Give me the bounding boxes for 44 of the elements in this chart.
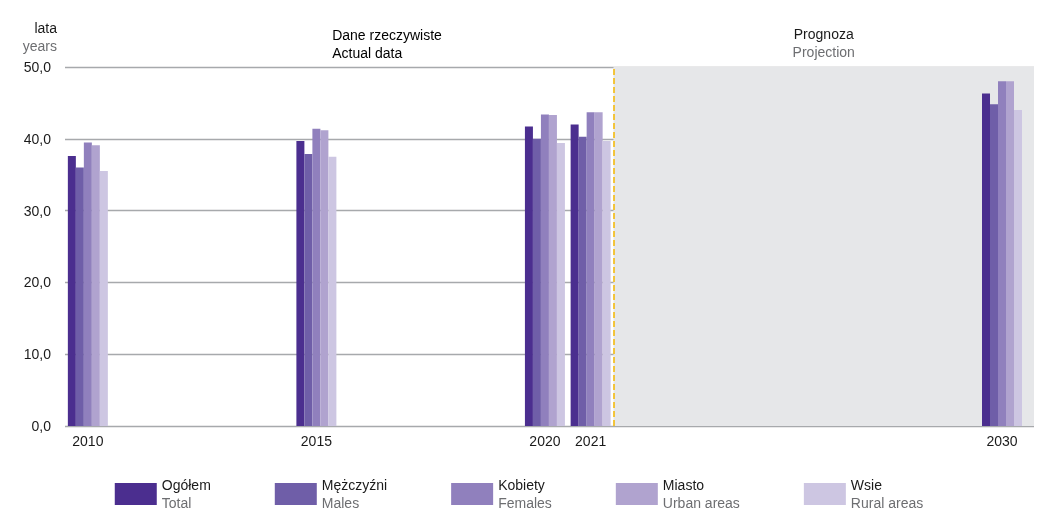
bar bbox=[91, 145, 100, 426]
x-tick-label: 2020 bbox=[529, 433, 561, 449]
legend-label: Kobiety Females bbox=[498, 477, 552, 511]
bar bbox=[328, 156, 337, 426]
band-label: Prognoza Projection bbox=[792, 26, 855, 60]
bar bbox=[1006, 81, 1014, 426]
bar bbox=[990, 104, 998, 426]
bar bbox=[594, 112, 603, 426]
bar bbox=[578, 136, 587, 426]
bar bbox=[304, 153, 313, 426]
legend-label: Miasto Urban areas bbox=[662, 477, 740, 511]
y-tick-label: 0,0 bbox=[31, 418, 52, 434]
x-tick-label: 2030 bbox=[986, 433, 1018, 449]
bar bbox=[83, 142, 92, 426]
y-tick-label: 40,0 bbox=[23, 130, 52, 147]
bar bbox=[296, 140, 305, 426]
legend-label: Wsie Rural areas bbox=[850, 477, 924, 511]
bar bbox=[540, 114, 549, 426]
bar bbox=[1014, 110, 1022, 426]
legend-label: Mężczyźni Males bbox=[321, 477, 388, 511]
bar bbox=[320, 130, 329, 426]
bar bbox=[586, 112, 595, 426]
y-axis-title: lata years bbox=[22, 20, 58, 54]
x-tick-label: 2021 bbox=[575, 433, 607, 449]
bar bbox=[312, 128, 321, 426]
y-tick-label: 20,0 bbox=[23, 274, 52, 291]
bar bbox=[524, 126, 533, 426]
bar bbox=[998, 81, 1006, 426]
bar bbox=[548, 115, 557, 426]
y-tick-label: 30,0 bbox=[23, 202, 52, 219]
bar bbox=[556, 143, 565, 426]
y-tick-label: 10,0 bbox=[23, 346, 52, 363]
bar bbox=[67, 156, 76, 426]
y-tick-label: 50,0 bbox=[23, 59, 52, 75]
bar bbox=[602, 140, 611, 426]
x-tick-label: 2015 bbox=[300, 433, 333, 449]
bar bbox=[570, 124, 579, 426]
text: Dane rzeczywiste Actual data bbox=[332, 27, 443, 61]
bar bbox=[75, 167, 84, 426]
bar bbox=[532, 138, 541, 426]
bar bbox=[982, 93, 990, 426]
legend-label: Ogółem Total bbox=[161, 477, 211, 511]
bar bbox=[99, 171, 108, 426]
x-tick-label: 2010 bbox=[72, 433, 104, 449]
